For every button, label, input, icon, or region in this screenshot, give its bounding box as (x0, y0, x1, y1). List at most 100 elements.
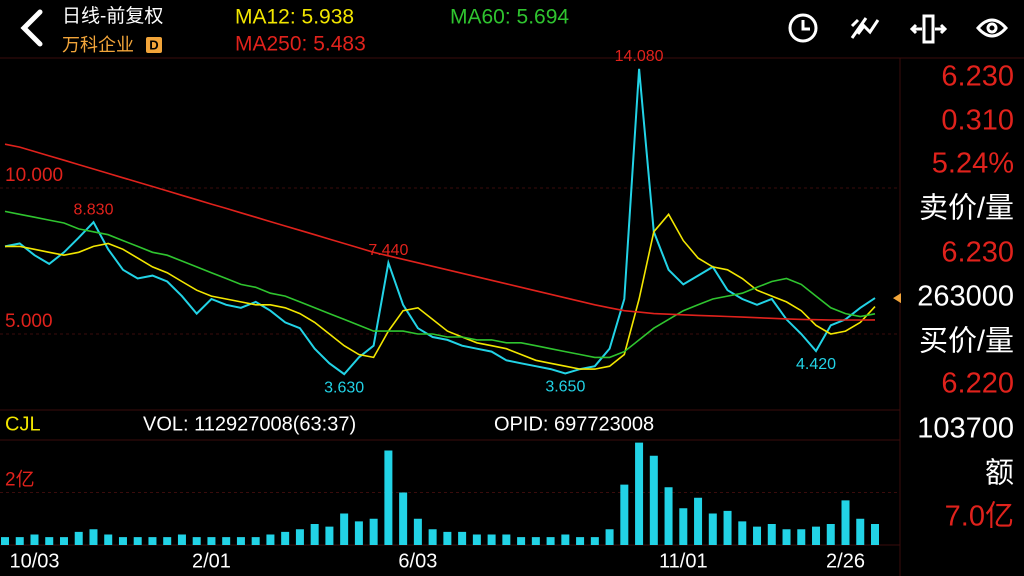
badge-bg (146, 37, 162, 53)
stock-name[interactable]: 万科企业 (62, 35, 134, 55)
volume-name: CJL (5, 413, 41, 435)
last-price: 6.230 (941, 61, 1014, 93)
volume-bar (251, 537, 260, 545)
volume-bar (635, 442, 644, 545)
price-line (4, 143, 876, 321)
y-tick-label: 5.000 (5, 311, 53, 332)
volume-bar (30, 534, 39, 545)
volume-bar (576, 537, 585, 545)
volume-bar (517, 537, 526, 545)
volume-bar (812, 526, 821, 545)
volume-bar (708, 513, 717, 545)
volume-bar (694, 497, 703, 545)
price-line (4, 210, 876, 359)
y-tick-label: 2亿 (5, 469, 35, 491)
volume-bar (767, 524, 776, 545)
x-tick-label: 2/26 (826, 550, 865, 572)
amount-label: 额 (985, 457, 1014, 490)
volume-bar (266, 534, 275, 545)
volume-bar (561, 534, 570, 545)
back-button[interactable] (20, 9, 43, 47)
adjust-icon[interactable] (909, 14, 948, 44)
volume-bar (15, 537, 24, 545)
x-tick-label: 6/03 (398, 550, 437, 572)
volume-bar (458, 531, 467, 545)
volume-value: VOL: 112927008(63:37) (143, 413, 356, 435)
volume-bar (74, 531, 83, 545)
volume-bar (399, 492, 408, 545)
chart-mode: 日线-前复权 (62, 5, 163, 27)
volume-bar (45, 537, 54, 545)
volume-bar (856, 518, 865, 545)
bid-volume: 103700 (917, 413, 1014, 445)
volume-bar (177, 534, 186, 545)
price-line (4, 68, 876, 376)
volume-bar (487, 534, 496, 545)
extreme-label: 4.420 (796, 356, 836, 373)
volume-bar (723, 510, 732, 545)
x-tick-label: 10/03 (9, 550, 59, 572)
volume-bar (871, 524, 879, 545)
volume-bar (782, 529, 791, 545)
opid-value: OPID: 697723008 (494, 413, 654, 435)
volume-bar (325, 526, 334, 545)
volume-bar (192, 537, 201, 545)
volume-bar (664, 487, 673, 545)
volume-bar (340, 513, 349, 545)
volume-bar (89, 529, 98, 545)
volume-bar (590, 537, 599, 545)
volume-bar (369, 518, 378, 545)
ask-price: 6.230 (941, 237, 1014, 269)
change-percent: 5.24% (932, 148, 1014, 180)
ask-volume: 263000 (917, 281, 1014, 313)
volume-bar (295, 529, 304, 545)
price-line (5, 212, 876, 370)
x-tick-label: 11/01 (659, 550, 708, 572)
volume-bar (133, 537, 142, 545)
volume-bar (443, 531, 452, 545)
volume-bar (841, 500, 850, 545)
volume-bar (472, 534, 481, 545)
volume-bar (679, 508, 688, 545)
volume-bar (797, 529, 806, 545)
volume-bar (236, 537, 245, 545)
x-tick-label: 2/01 (192, 550, 231, 572)
volume-bar (281, 531, 290, 545)
volume-bar (384, 450, 393, 545)
volume-bar (163, 537, 172, 545)
volume-bar (310, 524, 319, 545)
ma12-label: MA12: 5.938 (235, 6, 354, 29)
volume-bar (428, 529, 437, 545)
volume-bar (546, 537, 555, 545)
volume-bar (649, 455, 658, 545)
time-icon[interactable] (788, 13, 818, 43)
volume-bar (738, 521, 747, 545)
bid-price: 6.220 (941, 368, 1014, 400)
volume-bar (826, 524, 835, 545)
ma250-label: MA250: 5.483 (235, 33, 366, 56)
y-tick-label: 10.000 (5, 165, 63, 186)
extreme-label: 3.650 (545, 379, 585, 396)
extreme-label: 3.630 (324, 379, 364, 396)
extreme-label: 8.830 (73, 201, 113, 218)
volume-bar (753, 526, 762, 545)
toolbar (788, 13, 1008, 44)
last-price-pointer (893, 293, 901, 304)
volume-bar (605, 529, 614, 545)
volume-bar (1, 537, 9, 545)
volume-bar (118, 537, 127, 545)
indicator-icon[interactable] (850, 17, 880, 39)
volume-bar (502, 534, 511, 545)
ask-label: 卖价/量 (919, 193, 1014, 225)
eye-icon[interactable] (976, 18, 1008, 38)
badge: D (149, 37, 158, 52)
change: 0.310 (941, 105, 1014, 137)
volume-bar (620, 484, 629, 545)
extreme-label: 7.440 (368, 242, 408, 259)
volume-bar (413, 518, 422, 545)
volume-bar (531, 537, 540, 545)
volume-bar (207, 537, 216, 545)
